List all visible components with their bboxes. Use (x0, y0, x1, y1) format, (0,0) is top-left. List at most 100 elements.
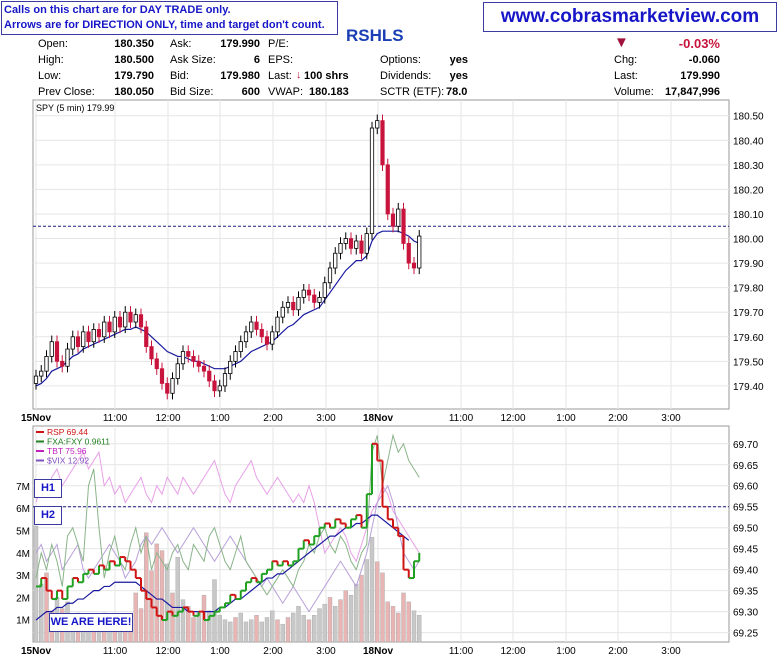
price-x-tick-label: 11:00 (103, 413, 128, 424)
volume-bar (133, 592, 138, 643)
ask-value: 179.990 (220, 38, 260, 50)
indicator-x-ticks: 15Nov 11:00 12:00 1:00 2:00 3:00 18Nov 11:00 12:… (21, 646, 681, 657)
volume-bar (243, 621, 249, 643)
spy-candle-body (123, 311, 128, 328)
volume-bar (264, 617, 270, 643)
spy-candle-body (264, 336, 270, 345)
spy-candle-body (375, 120, 380, 129)
spy-candle-body (175, 363, 180, 379)
spy-candle-body (102, 321, 107, 338)
price-y-tick-label: 180.20 (733, 185, 764, 196)
spy-candle-body (364, 233, 369, 254)
volume-bar (175, 557, 180, 643)
spy-candle-body (390, 213, 396, 227)
price-y-tick-label: 180.00 (733, 235, 764, 246)
volume-bar (154, 543, 159, 643)
spy-candle-body (385, 164, 390, 215)
volume-bar (233, 617, 238, 643)
volume-bar (249, 619, 254, 643)
spy-candle-body (159, 368, 165, 384)
price-x-tick-label: 12:00 (155, 413, 180, 424)
volume-bar (39, 583, 44, 643)
volume-tick-label: 1M (16, 616, 30, 627)
volume-bar (333, 606, 338, 643)
spy-candle-body (343, 238, 348, 244)
price-y-tick-label: 180.10 (733, 210, 764, 221)
spy-candle-body (291, 301, 296, 311)
volume-bar (180, 599, 186, 643)
spy-candle-body (196, 360, 201, 367)
spy-candle-body (233, 351, 238, 362)
low-label: Low: (38, 70, 62, 82)
spy-candle-body (107, 321, 112, 333)
volume-bar (254, 615, 259, 643)
indicator-x-tick-label: 11:00 (449, 646, 474, 657)
legend-entry: RSP 69.44 (47, 427, 88, 437)
price-x-tick-label: 18Nov (363, 413, 393, 424)
volume-bar (406, 601, 411, 643)
spy-candle-body (133, 314, 138, 323)
site-banner[interactable]: www.cobrasmarketview.com (483, 2, 777, 32)
spy-legend: SPY (5 min) 179.99 (36, 103, 114, 113)
spy-candle-body (201, 365, 207, 372)
indicator-lines (35, 433, 421, 622)
volume-bar (301, 615, 306, 643)
spy-candle-body (396, 208, 401, 227)
chg-label: Chg: (614, 54, 638, 66)
spy-candle-body (270, 331, 275, 345)
open-label: Open: (38, 38, 68, 50)
ticker-symbol: RSHLS (346, 26, 404, 45)
spy-candle-body (222, 373, 228, 387)
spy-candle-body (228, 360, 233, 375)
volume-ticks: 1M 2M 3M 4M 5M 6M 7M (16, 482, 30, 627)
volume-bar (217, 615, 222, 643)
volume-bar (306, 619, 312, 643)
indicator-x-tick-label: 11:00 (103, 646, 128, 657)
price-y-tick-label: 179.70 (733, 308, 764, 319)
spy-candle-body (217, 385, 222, 392)
volume-bar (317, 608, 322, 643)
volume-bar (322, 603, 327, 643)
volume-bar (364, 559, 369, 643)
volume-bar (291, 612, 296, 643)
spy-candle-body (306, 289, 312, 296)
spy-candle-body (301, 289, 306, 298)
down-arrow-icon: ↓ (296, 69, 302, 81)
last2-label: Last: (614, 70, 638, 82)
volume-bar (385, 601, 390, 643)
options-label: Options: (380, 54, 421, 66)
spy-candle-body (149, 346, 154, 360)
spy-candle-body (280, 306, 285, 318)
spy-candle-body (207, 370, 212, 382)
bid-size-value: 600 (241, 86, 260, 98)
volume-bar (228, 621, 233, 643)
volume-bar (354, 583, 359, 643)
last2-value: 179.990 (680, 70, 720, 82)
indicator-grid (33, 426, 729, 642)
volume-label: Volume: (614, 86, 654, 98)
spy-candle-body (180, 351, 186, 365)
volume-bar (411, 610, 417, 643)
spy-candle-body (81, 331, 86, 348)
spy-candle-body (285, 301, 291, 308)
indicator-y-tick-label: 69.70 (733, 440, 758, 451)
volume-tick-label: 4M (16, 549, 30, 560)
indicator-x-tick-label: 2:00 (608, 646, 628, 657)
spy-candle-body (91, 329, 96, 343)
volume-bar (348, 594, 354, 643)
indicator-x-tick-label: 3:00 (316, 646, 336, 657)
volume-bar (270, 610, 275, 643)
last-size-value: 100 shrs (304, 70, 349, 82)
spy-candle-body (296, 297, 301, 311)
open-value: 180.350 (114, 38, 154, 50)
price-y-tick-label: 179.50 (733, 357, 764, 368)
spy-candle-body (138, 314, 144, 328)
volume-bar (222, 619, 228, 643)
legend-entry: $VIX 12.92 (47, 456, 89, 466)
spy-candle-body (70, 336, 75, 350)
low-value: 179.790 (114, 70, 154, 82)
spy-candle-body (96, 329, 102, 338)
spy-candle-body (86, 331, 91, 343)
spy-candle-body (359, 240, 364, 254)
